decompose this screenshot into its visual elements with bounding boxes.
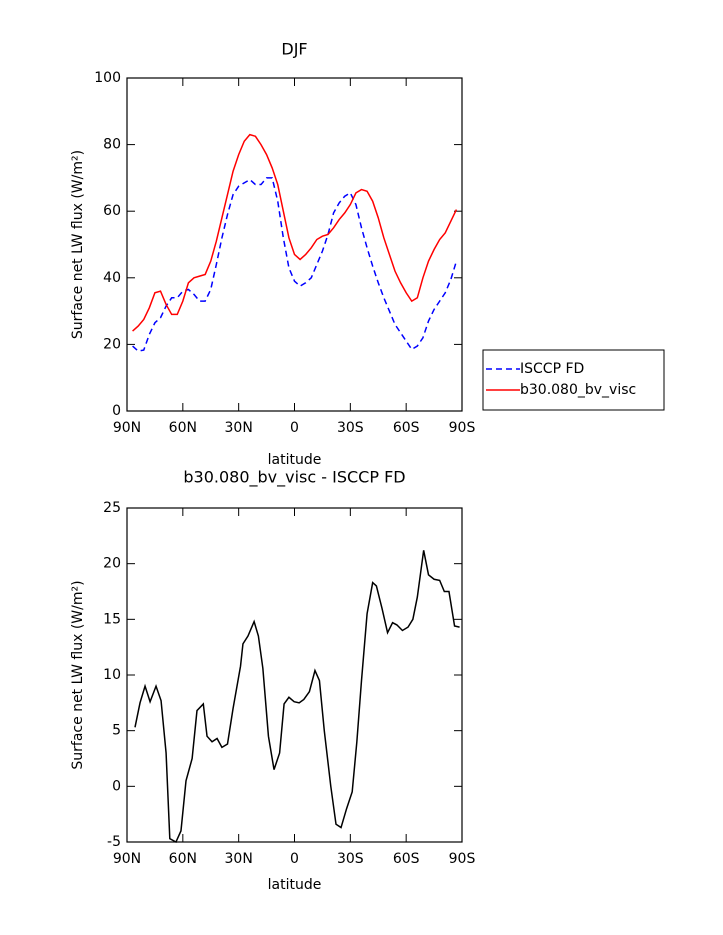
y-tick-label: 20 <box>103 336 121 352</box>
x-tick-label: 90S <box>449 420 476 436</box>
chart-title: b30.080_bv_visc - ISCCP FD <box>183 468 405 488</box>
data-line <box>134 550 460 844</box>
x-tick-label: 60N <box>169 420 197 436</box>
y-tick-label: 10 <box>103 667 121 683</box>
x-tick-label: 0 <box>290 420 299 436</box>
data-line <box>132 133 458 332</box>
legend-label: b30.080_bv_visc <box>520 382 636 398</box>
y-tick-label: 40 <box>103 270 121 286</box>
x-tick-label: 30S <box>337 420 364 436</box>
chart-title: DJF <box>281 40 307 59</box>
y-tick-label: 0 <box>112 403 121 419</box>
y-tick-label: 5 <box>112 723 121 739</box>
data-line <box>132 177 458 352</box>
legend-label: ISCCP FD <box>520 361 584 377</box>
x-tick-label: 60S <box>393 420 420 436</box>
x-tick-label: 30N <box>225 420 253 436</box>
y-tick-label: 15 <box>103 611 121 627</box>
y-tick-label: 80 <box>103 137 121 153</box>
y-axis-label: Surface net LW flux (W/m²) <box>70 580 86 769</box>
plot-frame <box>126 507 463 843</box>
y-tick-label: 60 <box>103 203 121 219</box>
x-tick-label: 90S <box>449 851 476 867</box>
plot-frame <box>126 77 463 412</box>
x-tick-label: 0 <box>290 851 299 867</box>
y-tick-label: 20 <box>103 556 121 572</box>
x-tick-label: 90N <box>113 851 141 867</box>
legend-box <box>482 349 665 411</box>
y-axis-label: Surface net LW flux (W/m²) <box>70 150 86 339</box>
y-tick-label: 100 <box>94 70 121 86</box>
x-tick-label: 60S <box>393 851 420 867</box>
y-tick-label: -5 <box>107 834 121 850</box>
x-tick-label: 60N <box>169 851 197 867</box>
x-axis-label: latitude <box>268 877 322 893</box>
y-tick-label: 25 <box>103 500 121 516</box>
x-tick-label: 90N <box>113 420 141 436</box>
x-tick-label: 30N <box>225 851 253 867</box>
y-tick-label: 0 <box>112 778 121 794</box>
x-axis-label: latitude <box>268 452 322 468</box>
x-tick-label: 30S <box>337 851 364 867</box>
